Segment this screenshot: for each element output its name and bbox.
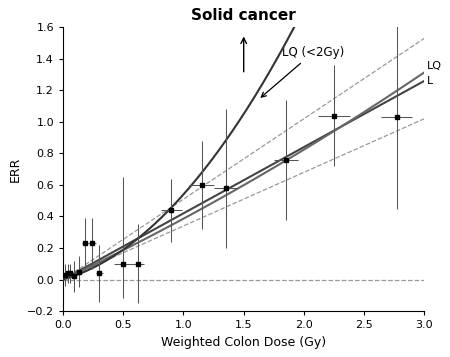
Text: LQ (<2Gy): LQ (<2Gy) xyxy=(261,46,345,97)
Y-axis label: ERR: ERR xyxy=(9,156,21,182)
Title: Solid cancer: Solid cancer xyxy=(191,8,296,23)
Text: LQ: LQ xyxy=(427,61,442,71)
Text: L: L xyxy=(427,76,433,86)
X-axis label: Weighted Colon Dose (Gy): Weighted Colon Dose (Gy) xyxy=(161,336,326,349)
